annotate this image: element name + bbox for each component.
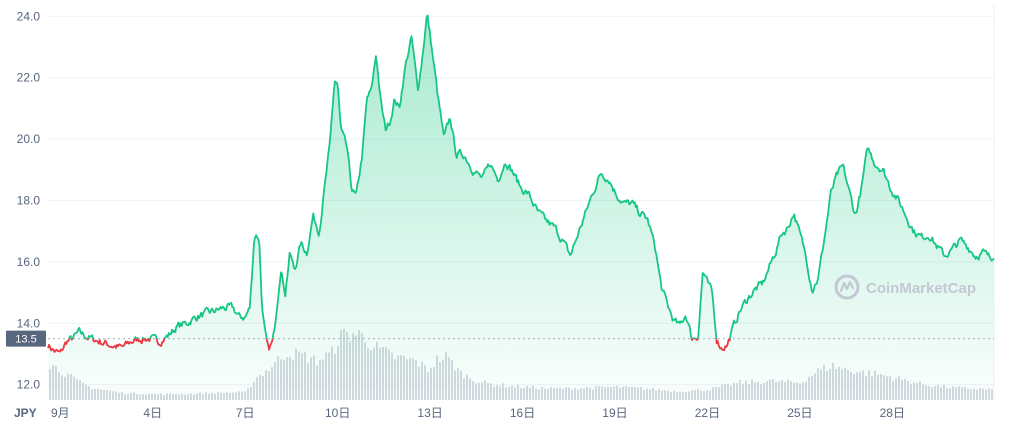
y-tick-label: 22.0	[17, 71, 41, 85]
price-line	[47, 14, 995, 353]
currency-label: JPY	[14, 406, 37, 420]
reference-price-label-text: 13.5	[15, 334, 36, 346]
x-tick-label: 25日	[787, 406, 812, 420]
x-tick-label: 28日	[880, 406, 905, 420]
y-tick-label: 18.0	[17, 193, 41, 207]
x-tick-label: 7日	[236, 406, 255, 420]
price-line-above-reference	[68, 14, 995, 339]
x-tick-label: 16日	[510, 406, 535, 420]
y-tick-label: 20.0	[17, 132, 41, 146]
price-area	[48, 15, 994, 401]
y-tick-label: 12.0	[17, 378, 41, 392]
watermark-text: CoinMarketCap	[866, 280, 976, 297]
x-tick-label: 10日	[325, 406, 350, 420]
y-tick-label: 24.0	[17, 9, 41, 23]
reference-price-label: 13.5	[6, 330, 46, 347]
coinmarketcap-watermark: CoinMarketCap	[834, 274, 976, 300]
coinmarketcap-logo-icon	[834, 274, 860, 300]
x-tick-label: 9月	[51, 406, 70, 420]
x-tick-label: 4日	[143, 406, 162, 420]
x-tick-label: 22日	[695, 406, 720, 420]
x-tick-label: 13日	[417, 406, 442, 420]
y-tick-label: 16.0	[17, 255, 41, 269]
x-tick-label: 19日	[602, 406, 627, 420]
y-tick-label: 14.0	[17, 316, 41, 330]
price-area-fill	[48, 15, 994, 401]
x-axis-tick-labels: 9月 4日 7日 10日 13日 16日 19日 22日 25日 28日	[51, 406, 905, 420]
y-axis-tick-labels: 12.0 14.0 16.0 18.0 20.0 22.0 24.0	[17, 9, 41, 391]
